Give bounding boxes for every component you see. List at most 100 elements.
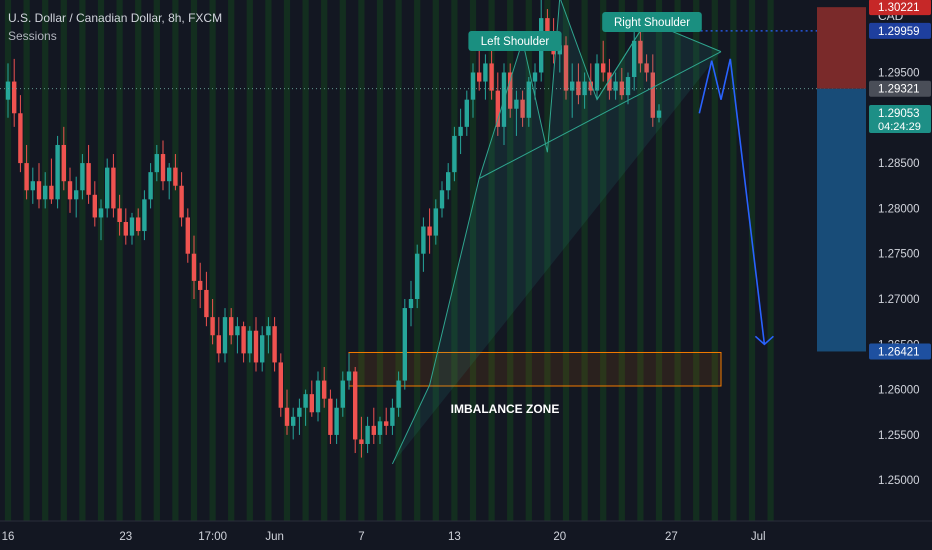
candle-body [427, 226, 432, 236]
candle-body [235, 326, 240, 336]
candle-body [272, 326, 277, 363]
candle-body [570, 81, 575, 91]
session-band [767, 0, 774, 521]
candle-body [402, 308, 407, 381]
session-band [488, 0, 495, 521]
price-tick: 1.29500 [878, 67, 920, 79]
candle-body [30, 181, 35, 191]
candle-body [43, 185, 48, 200]
candle-body [613, 81, 618, 91]
shoulder-line [596, 20, 648, 100]
session-band [60, 0, 67, 521]
session-band [581, 0, 588, 521]
candle-body [80, 163, 85, 191]
price-label-bg [869, 22, 931, 39]
candle-body [638, 40, 643, 64]
price-label-bg [869, 104, 931, 133]
candle-body [346, 371, 352, 381]
session-band [674, 0, 681, 521]
price-tick: 1.27500 [878, 249, 920, 261]
price-label: 1.29053 [878, 108, 920, 120]
session-band [562, 0, 570, 521]
session-band [451, 0, 458, 521]
candle-body [359, 439, 364, 444]
candle-body [477, 72, 482, 82]
candle-body [421, 226, 426, 254]
head-and-shoulders-pattern [391, 0, 722, 465]
time-tick: 16 [2, 531, 15, 543]
session-band [507, 0, 514, 521]
time-tick: Jun [265, 531, 284, 543]
session-band [655, 0, 663, 521]
price-label-bg [869, 80, 931, 97]
session-band [395, 0, 402, 521]
candle-body [377, 421, 383, 435]
session-band [711, 0, 718, 521]
candle-body [111, 167, 116, 209]
candle-body [415, 253, 420, 300]
projection-path [698, 58, 766, 345]
candle-body [129, 217, 135, 236]
chart-title: U.S. Dollar / Canadian Dollar, 8h, FXCM [8, 11, 223, 25]
session-band [153, 0, 160, 521]
candle-body [353, 371, 358, 440]
annotations: Left Shoulder Right Shoulder IMBALANCE ZON… [451, 7, 866, 416]
candle-body [495, 90, 500, 127]
time-tick: 23 [119, 531, 132, 543]
candle-body [365, 425, 370, 444]
session-band [246, 0, 253, 521]
time-tick: 13 [448, 531, 461, 543]
candle-body [247, 330, 252, 354]
time-tick: 27 [665, 531, 678, 543]
session-band [283, 0, 291, 521]
candle-body [470, 72, 476, 100]
session-band [339, 0, 346, 521]
price-tick: 1.26000 [878, 385, 920, 397]
candle-body [98, 208, 104, 218]
time-axis[interactable]: 16 23 17:00 Jun 7 13 20 27 Jul [0, 520, 932, 550]
time-tick: 7 [358, 531, 364, 543]
candle-body [458, 126, 463, 136]
candle-body [191, 253, 197, 281]
candle-body [384, 421, 389, 426]
session-band [116, 0, 123, 521]
candle-body [167, 167, 172, 182]
session-band [544, 0, 551, 521]
candle-body [266, 326, 271, 336]
price-tick: 1.25500 [878, 430, 920, 442]
price-label-bg [869, 343, 931, 360]
candle-body [588, 81, 593, 91]
session-band [469, 0, 477, 521]
candle-body [185, 217, 190, 254]
right-shoulder-label-bg [602, 12, 702, 32]
candle-body [446, 172, 451, 191]
candle-body [61, 144, 66, 182]
candle-body [334, 407, 339, 435]
candle-body [328, 398, 333, 435]
time-tick: Jul [751, 531, 766, 543]
candle-body [160, 154, 166, 182]
left-shoulder-label: Left Shoulder [481, 36, 550, 48]
price-label: 1.26421 [878, 346, 920, 358]
time-tick: 20 [553, 531, 566, 543]
price-tick: 1.28000 [878, 203, 920, 215]
candle-body [173, 167, 178, 186]
price-axis[interactable]: CAD1.250001.255001.260001.265001.270001.… [866, 0, 932, 550]
session-band [228, 0, 235, 521]
candle-body [210, 317, 215, 336]
candle-body [489, 63, 494, 91]
candle-body [371, 425, 376, 435]
candle-body [148, 172, 153, 200]
candle-body [278, 362, 283, 408]
candle-body [297, 407, 302, 417]
candle-body [390, 407, 395, 426]
candle-body [632, 40, 637, 78]
session-band [376, 0, 384, 521]
candle-body [452, 135, 457, 173]
countdown-label: 04:24:29 [878, 121, 921, 133]
candle-body [18, 113, 23, 164]
candle-body [601, 63, 606, 73]
session-band [730, 0, 737, 521]
candle-body [222, 317, 228, 354]
